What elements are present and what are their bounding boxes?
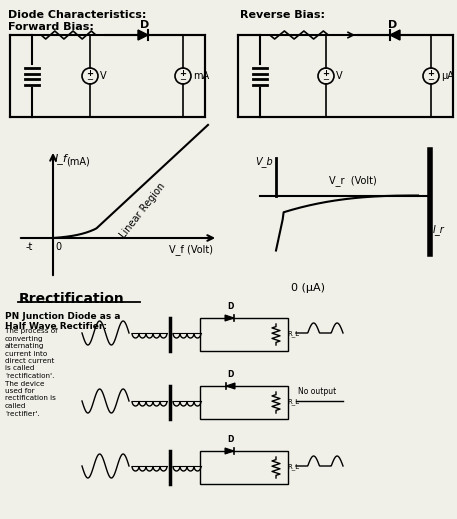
Text: V: V (100, 71, 106, 81)
Text: V_r  (Volt): V_r (Volt) (329, 174, 377, 185)
Text: −: − (180, 75, 186, 85)
Text: 0: 0 (55, 242, 61, 252)
Text: +: + (86, 70, 94, 78)
Text: −: − (86, 75, 94, 85)
Text: (mA): (mA) (66, 156, 90, 166)
Text: D: D (140, 20, 149, 30)
Text: +: + (427, 70, 435, 78)
Text: D: D (227, 302, 233, 311)
Text: −: − (427, 75, 435, 85)
Text: μA: μA (441, 71, 454, 81)
Text: Rrectification: Rrectification (19, 292, 125, 306)
Text: Diode Characteristics:
Forward Bias:: Diode Characteristics: Forward Bias: (8, 10, 146, 32)
Text: D: D (227, 435, 233, 444)
Bar (200, 318, 288, 351)
Text: Reverse Bias:: Reverse Bias: (240, 10, 325, 20)
Text: R_L: R_L (287, 331, 299, 337)
Text: 0 (μA): 0 (μA) (291, 283, 325, 293)
Text: R_L: R_L (287, 463, 299, 470)
Text: +: + (180, 70, 186, 78)
Text: Linear Region: Linear Region (118, 181, 168, 240)
Polygon shape (138, 30, 148, 40)
Polygon shape (225, 315, 234, 321)
Polygon shape (225, 448, 234, 454)
Text: -t: -t (26, 242, 33, 252)
Polygon shape (226, 383, 235, 389)
Bar (10, 35, 205, 117)
Bar (200, 386, 288, 419)
Text: D: D (227, 370, 233, 379)
Text: V_b: V_b (255, 156, 273, 167)
Text: V: V (336, 71, 343, 81)
Text: I_f: I_f (55, 153, 68, 164)
Text: No output: No output (298, 387, 336, 396)
Text: mA: mA (193, 71, 209, 81)
Polygon shape (390, 30, 400, 40)
Text: PN Junction Diode as a
Half Wave Rectifier:: PN Junction Diode as a Half Wave Rectifi… (5, 312, 121, 332)
Bar (200, 451, 288, 484)
Bar (238, 35, 453, 117)
Text: V_f (Volt): V_f (Volt) (169, 244, 213, 255)
Text: D: D (388, 20, 398, 30)
Text: The process of
converting
alternating
current into
direct current
is called
'rec: The process of converting alternating cu… (5, 328, 58, 417)
Text: −: − (323, 75, 329, 85)
Text: +: + (323, 70, 329, 78)
Text: R_L: R_L (287, 399, 299, 405)
Text: I_r: I_r (433, 224, 445, 235)
